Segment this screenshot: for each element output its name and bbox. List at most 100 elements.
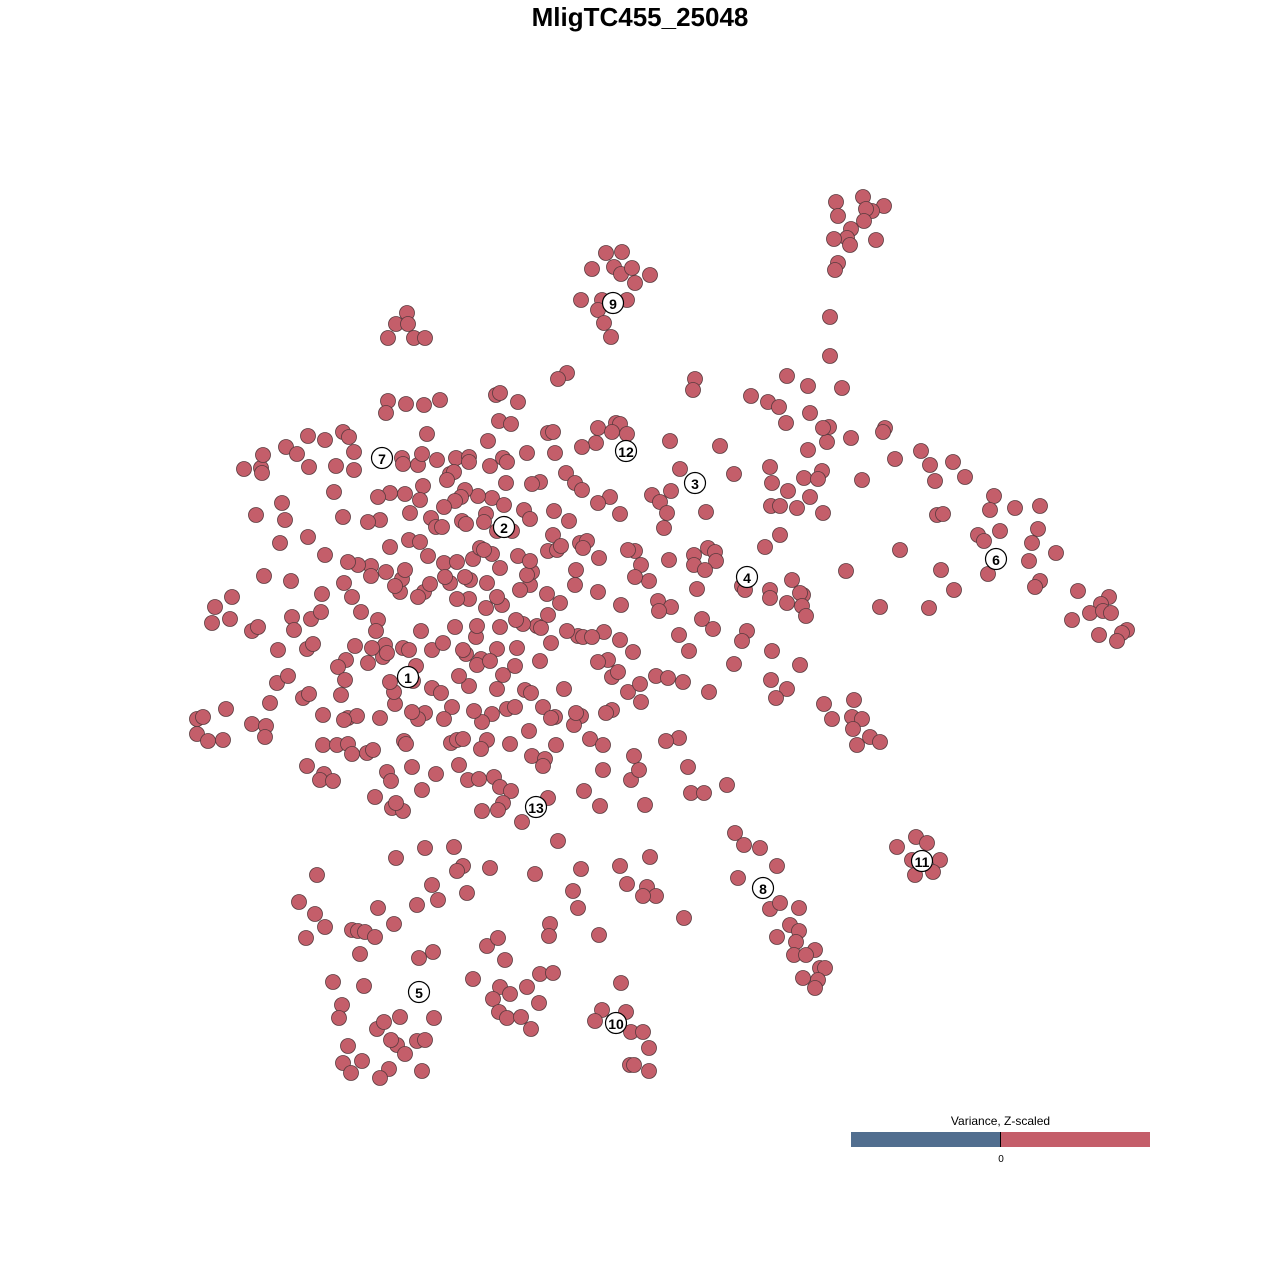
data-point [854,472,870,488]
data-point [598,245,614,261]
data-point [656,520,672,536]
data-point [429,452,445,468]
data-point [574,439,590,455]
cluster-label-text: 12 [618,444,634,460]
data-point [642,267,658,283]
data-point [415,478,431,494]
data-point [492,385,508,401]
data-point [507,658,523,674]
data-point [819,434,835,450]
data-point [473,741,489,757]
data-point [300,428,316,444]
data-point [613,597,629,613]
data-point [313,604,329,620]
data-point [284,609,300,625]
data-point [256,568,272,584]
data-point [705,621,721,637]
cluster-label-badge [910,849,934,873]
data-point [414,446,430,462]
data-point [800,442,816,458]
data-point [842,237,858,253]
data-point [838,563,854,579]
data-point [430,892,446,908]
data-point [482,458,498,474]
data-point [510,394,526,410]
data-point [455,731,471,747]
data-point [810,471,826,487]
data-point [301,686,317,702]
data-point [270,642,286,658]
data-point [519,445,535,461]
data-point [262,695,278,711]
data-point [727,825,743,841]
data-point [340,1038,356,1054]
data-point [561,513,577,529]
data-point [771,399,787,415]
cluster-label-badge [407,980,431,1004]
data-point [614,244,630,260]
data-point [815,505,831,521]
data-point [331,1010,347,1026]
data-point [503,783,519,799]
data-point [341,429,357,445]
data-point [437,569,453,585]
data-point [547,445,563,461]
cluster-label: 12 [614,439,638,463]
data-point [815,420,831,436]
data-point [779,681,795,697]
data-point [590,420,606,436]
data-point [1048,545,1064,561]
data-point [565,883,581,899]
data-point [222,611,238,627]
data-point [250,619,266,635]
data-point [802,489,818,505]
data-point [207,599,223,615]
data-point [299,758,315,774]
data-point [466,703,482,719]
data-point [502,986,518,1002]
cluster-label: 7 [370,446,394,470]
data-point [200,733,216,749]
data-point [545,965,561,981]
data-point [380,330,396,346]
data-point [595,762,611,778]
data-point [588,435,604,451]
data-point [802,405,818,421]
data-point [352,946,368,962]
data-point [513,1009,529,1025]
data-point [458,516,474,532]
data-point [590,654,606,670]
data-point [476,542,492,558]
data-point [573,861,589,877]
data-point [1064,612,1080,628]
data-point [255,447,271,463]
data-point [992,523,1008,539]
data-point [325,974,341,990]
cluster-label: 9 [601,291,625,315]
data-point [792,585,808,601]
data-point [550,371,566,387]
data-point [892,542,908,558]
data-point [363,568,379,584]
data-point [490,802,506,818]
data-point [248,507,264,523]
data-point [826,231,842,247]
points-layer [189,189,1135,1086]
data-point [379,645,395,661]
legend-colorbar [851,1132,1150,1147]
data-point [257,729,273,745]
cluster-label-badge [683,471,707,495]
data-point [289,446,305,462]
data-point [633,694,649,710]
data-point [1032,498,1048,514]
cluster-label: 5 [407,980,431,1004]
data-point [635,888,651,904]
data-point [791,900,807,916]
data-point [663,483,679,499]
data-point [539,586,555,602]
data-point [459,885,475,901]
data-point [889,839,905,855]
data-point [856,213,872,229]
data-point [584,261,600,277]
cluster-label-text: 3 [691,476,699,492]
